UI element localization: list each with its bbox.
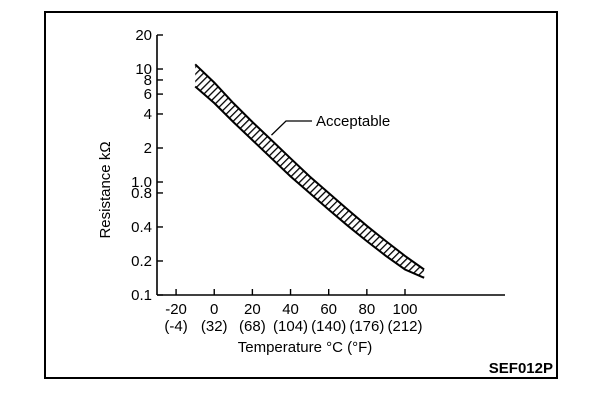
acceptable-band-upper-line: [194, 63, 425, 271]
x-tick-label: 40: [282, 301, 299, 318]
band-layer: [194, 63, 425, 279]
x-tick-label: 80: [359, 301, 376, 318]
y-tick-label: 10: [135, 61, 152, 78]
y-tick-label: 0.1: [131, 287, 152, 304]
x-tick-label: 60: [320, 301, 337, 318]
y-tick-label: 0.2: [131, 253, 152, 270]
annotation-leader-line: [271, 120, 312, 136]
y-axis-title: Resistance kΩ: [97, 141, 114, 238]
x-tick-sublabel: (212): [387, 318, 422, 335]
y-tick-label: 20: [135, 27, 152, 44]
annotation-acceptable-label: Acceptable: [316, 113, 390, 130]
x-tick-sublabel: (104): [273, 318, 308, 335]
x-axis-title: Temperature °C (°F): [238, 339, 373, 356]
y-tick-label: 1.0: [131, 174, 152, 191]
y-tick-label: 8: [144, 72, 152, 89]
x-tick-sublabel: (68): [239, 318, 266, 335]
annotation-layer: Acceptable: [271, 113, 390, 136]
figure-frame: [44, 11, 558, 379]
x-tick-label: 20: [244, 301, 261, 318]
axes: 201086421.00.80.40.20.1-20(-4)0(32)20(68…: [131, 27, 505, 335]
x-tick-label: 100: [392, 301, 417, 318]
x-tick-sublabel: (32): [201, 318, 228, 335]
y-tick-label: 2: [144, 140, 152, 157]
x-tick-label: 0: [210, 301, 218, 318]
acceptable-band-lower-line: [194, 85, 425, 279]
figure-code: SEF012P: [489, 360, 553, 377]
acceptable-band-area: [195, 64, 425, 278]
x-tick-sublabel: (176): [349, 318, 384, 335]
y-tick-label: 0.4: [131, 219, 152, 236]
x-tick-label: -20: [165, 301, 187, 318]
x-tick-sublabel: (140): [311, 318, 346, 335]
y-tick-label: 0.8: [131, 185, 152, 202]
y-tick-label: 6: [144, 86, 152, 103]
y-tick-label: 4: [144, 106, 152, 123]
x-tick-sublabel: (-4): [164, 318, 187, 335]
